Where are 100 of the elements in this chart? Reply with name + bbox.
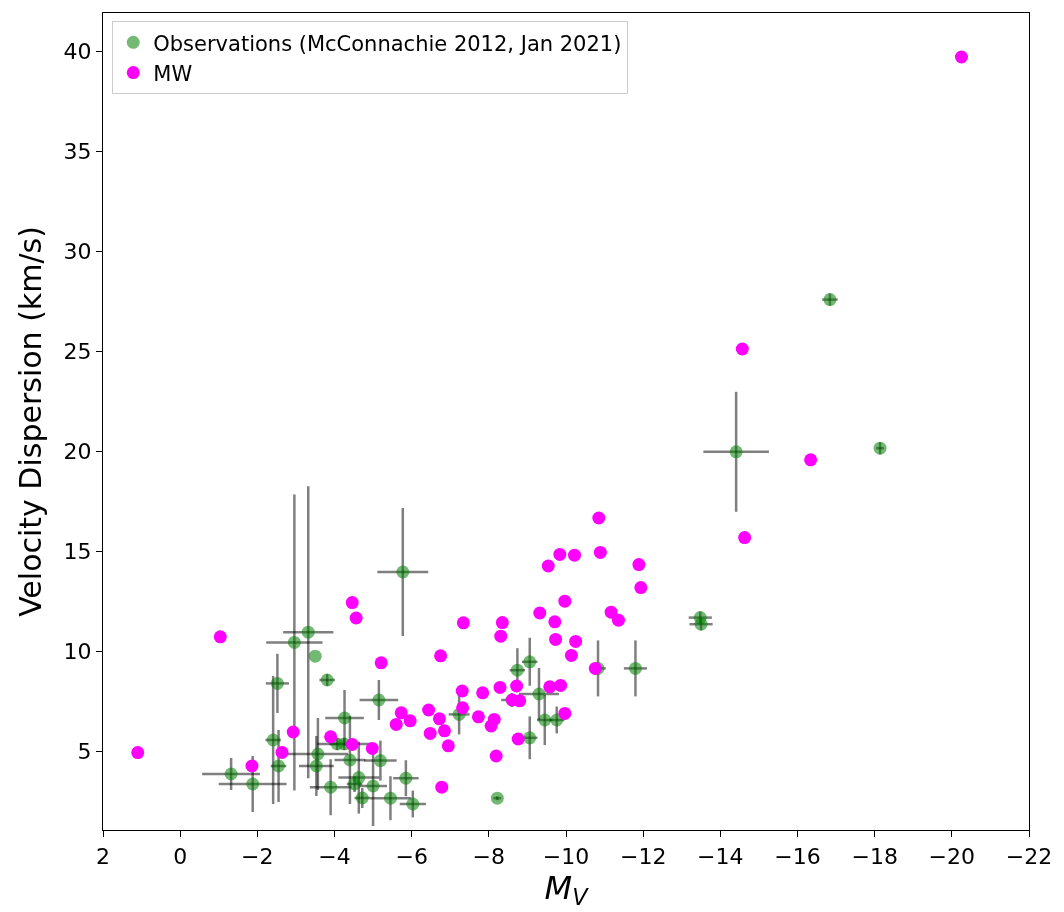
point xyxy=(365,741,379,755)
y-tick-label: 5 xyxy=(77,738,92,764)
point xyxy=(324,780,338,794)
point xyxy=(245,759,259,773)
point xyxy=(592,511,606,525)
point xyxy=(541,559,555,573)
point xyxy=(437,724,451,738)
point xyxy=(224,767,238,781)
point xyxy=(403,714,417,728)
point xyxy=(432,712,446,726)
point xyxy=(513,694,527,708)
point xyxy=(309,759,323,773)
x-tick-label: −4 xyxy=(318,843,351,869)
point xyxy=(471,710,485,724)
point xyxy=(270,676,284,690)
x-tick-label: −20 xyxy=(928,843,976,869)
point xyxy=(456,616,470,630)
point xyxy=(396,565,410,579)
point xyxy=(553,547,567,561)
legend-label: MW xyxy=(153,61,193,86)
point xyxy=(423,726,437,740)
point xyxy=(484,719,498,733)
x-tick-label: −14 xyxy=(697,843,744,869)
point xyxy=(532,687,546,701)
point xyxy=(533,606,547,620)
point xyxy=(383,791,397,805)
point xyxy=(523,731,537,745)
point xyxy=(543,680,557,694)
point xyxy=(266,733,280,747)
point xyxy=(435,780,449,794)
point xyxy=(406,797,420,811)
x-tick-label: −22 xyxy=(1005,843,1053,869)
y-tick-label: 30 xyxy=(63,238,92,264)
x-tick-label: −6 xyxy=(395,843,428,869)
point xyxy=(494,629,508,643)
x-tick-label: −12 xyxy=(619,843,667,869)
point xyxy=(738,531,752,545)
point xyxy=(634,581,648,595)
y-tick-label: 35 xyxy=(63,138,92,164)
point xyxy=(735,342,749,356)
point xyxy=(345,596,359,610)
legend-label: Observations (McConnachie 2012, Jan 2021) xyxy=(153,31,622,56)
point xyxy=(729,445,743,459)
point xyxy=(611,613,625,627)
point xyxy=(441,739,455,753)
point xyxy=(338,711,352,725)
point xyxy=(366,779,380,793)
point xyxy=(873,441,887,455)
point xyxy=(320,673,334,687)
point xyxy=(495,616,509,630)
point xyxy=(275,745,289,759)
point xyxy=(246,777,260,791)
point xyxy=(632,558,646,572)
x-tick-label: −18 xyxy=(851,843,898,869)
point xyxy=(954,50,968,64)
point xyxy=(593,545,607,559)
point xyxy=(434,649,448,663)
y-axis-title: Velocity Dispersion (km/s) xyxy=(13,226,49,617)
point xyxy=(510,663,524,677)
point xyxy=(399,771,413,785)
point xyxy=(549,632,563,646)
point xyxy=(131,746,145,760)
point xyxy=(489,749,503,763)
point xyxy=(569,634,583,648)
point xyxy=(324,730,338,744)
point xyxy=(374,656,388,670)
point xyxy=(422,703,436,717)
y-tick-label: 10 xyxy=(63,638,92,664)
point xyxy=(558,594,572,608)
x-tick-label: −8 xyxy=(472,843,506,869)
point xyxy=(308,649,322,663)
point xyxy=(389,717,403,731)
point xyxy=(628,661,642,675)
x-tick-label: −10 xyxy=(542,843,590,869)
point xyxy=(694,617,708,631)
point xyxy=(394,706,408,720)
point xyxy=(558,706,572,720)
point xyxy=(349,611,363,625)
point xyxy=(373,754,387,768)
point xyxy=(343,753,357,767)
point xyxy=(511,732,525,746)
point xyxy=(311,747,325,761)
point xyxy=(287,635,301,649)
point xyxy=(272,759,286,773)
y-tick-label: 40 xyxy=(63,38,92,64)
point xyxy=(456,701,470,715)
point xyxy=(493,680,507,694)
point xyxy=(554,678,568,692)
point xyxy=(804,453,818,467)
point xyxy=(372,693,386,707)
x-tick-label: 2 xyxy=(96,843,110,869)
point xyxy=(564,648,578,662)
x-tick-label: −2 xyxy=(241,843,274,869)
x-tick-label: 0 xyxy=(173,843,188,869)
point xyxy=(455,684,469,698)
point xyxy=(476,686,490,700)
point xyxy=(548,615,562,629)
y-tick-label: 25 xyxy=(63,338,92,364)
point xyxy=(523,655,537,669)
x-axis-title: M$_{V}$ xyxy=(544,868,590,911)
